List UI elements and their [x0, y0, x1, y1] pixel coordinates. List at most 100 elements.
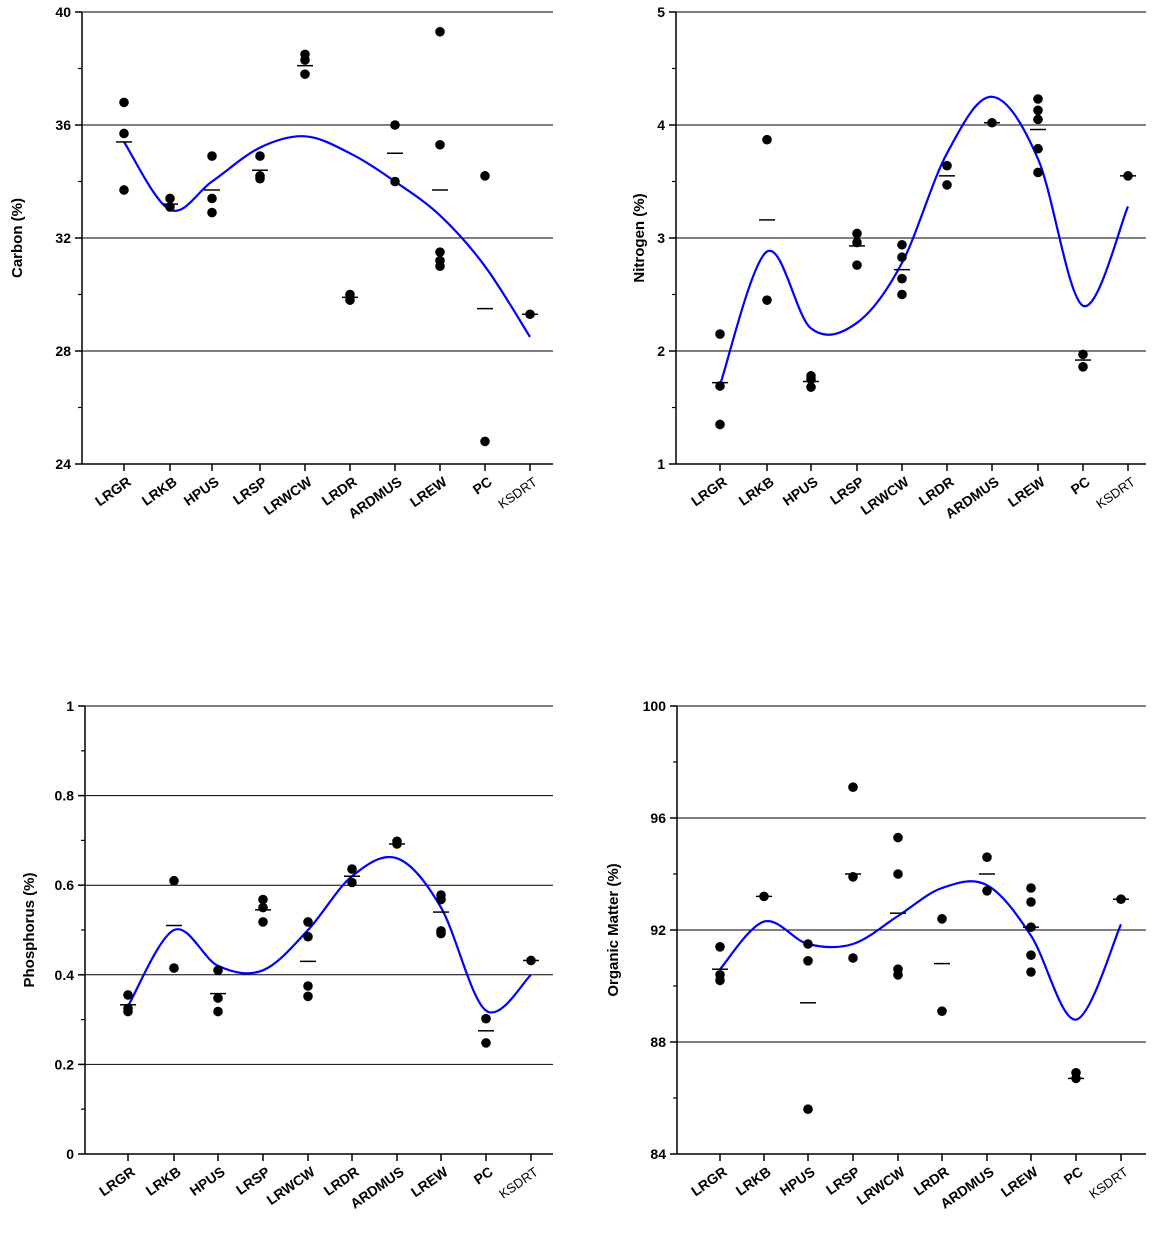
- trend-line: [127, 855, 532, 1014]
- data-point: [762, 134, 772, 145]
- y-axis-title: Carbon (%): [9, 198, 26, 278]
- data-point: [300, 55, 310, 65]
- chart-panel-4: 84 88 92 96 100 Organic Matter (%) LRGR LRKB HPU…: [605, 698, 1146, 1212]
- x-tick-label: HPUS: [777, 1163, 818, 1198]
- data-point: [119, 185, 129, 195]
- x-tick-label: LRKB: [143, 1163, 184, 1198]
- y-tick-label: 1: [657, 456, 665, 472]
- y-tick-label: 0.8: [55, 788, 75, 804]
- data-point: [347, 864, 357, 874]
- x-tick-label: LREW: [1005, 473, 1049, 510]
- x-tick-label: LRGR: [96, 1163, 138, 1199]
- data-point: [258, 902, 268, 913]
- y-tick-label: 0.6: [55, 877, 75, 893]
- data-point: [1078, 349, 1088, 360]
- y-tick-label: 96: [650, 810, 666, 826]
- x-tick-label: LREW: [408, 1163, 452, 1200]
- trend-line: [719, 880, 1122, 1021]
- x-tick-label: KSDRT: [1093, 474, 1138, 511]
- data-point: [303, 917, 313, 927]
- y-tick-label: 0.4: [55, 967, 75, 983]
- x-tick-label: LREW: [407, 473, 451, 510]
- data-point: [897, 239, 907, 250]
- y-tick-label: 0: [66, 1146, 74, 1162]
- data-point: [848, 953, 858, 963]
- data-point: [390, 176, 400, 187]
- y-tick-label: 100: [643, 698, 667, 714]
- x-tick-label: KSDRT: [495, 474, 540, 511]
- data-point: [803, 1104, 813, 1114]
- x-tick-label: PC: [470, 473, 495, 497]
- x-tick-label: LRGR: [688, 1163, 730, 1199]
- data-point: [715, 419, 725, 430]
- data-point: [715, 329, 725, 339]
- y-tick-label: 36: [55, 117, 71, 133]
- data-point: [715, 942, 725, 952]
- data-point: [123, 1006, 133, 1017]
- data-point: [715, 975, 725, 986]
- data-point: [893, 869, 903, 879]
- data-point: [169, 875, 179, 886]
- data-point: [982, 886, 992, 896]
- data-point: [213, 993, 223, 1003]
- data-point: [1026, 950, 1036, 960]
- y-axis-title: Nitrogen (%): [631, 193, 648, 282]
- data-point: [942, 160, 952, 171]
- x-tick-label: LRWCW: [854, 1163, 909, 1208]
- x-tick-label: LRWCW: [858, 473, 913, 518]
- x-tick-label: PC: [1061, 1163, 1086, 1187]
- x-tick-label: KSDRT: [1086, 1164, 1131, 1201]
- data-point: [255, 173, 265, 184]
- data-point: [1033, 143, 1043, 154]
- data-point: [207, 207, 217, 218]
- data-point: [123, 990, 133, 1000]
- data-point: [119, 97, 129, 108]
- y-tick-label: 5: [657, 4, 665, 20]
- data-point: [213, 965, 223, 976]
- x-tick-label: HPUS: [181, 473, 222, 508]
- data-point: [435, 26, 445, 37]
- data-point: [803, 939, 813, 949]
- x-tick-label: LRGR: [92, 473, 134, 509]
- x-tick-label: PC: [471, 1163, 496, 1187]
- data-point: [937, 914, 947, 924]
- data-point: [852, 237, 862, 248]
- y-tick-label: 2: [657, 343, 665, 359]
- y-tick-label: 4: [657, 117, 665, 133]
- y-tick-label: 32: [55, 230, 71, 246]
- data-point: [435, 261, 445, 272]
- data-point: [1033, 94, 1043, 104]
- y-tick-label: 28: [55, 343, 71, 359]
- data-point: [255, 151, 265, 161]
- y-tick-label: 3: [657, 230, 665, 246]
- data-point: [481, 1038, 491, 1048]
- data-point: [1033, 114, 1043, 125]
- data-point: [852, 260, 862, 270]
- data-point: [806, 382, 816, 392]
- y-tick-label: 40: [55, 4, 71, 20]
- data-point: [213, 1006, 223, 1017]
- y-axis-title: Phosphorus (%): [21, 872, 38, 987]
- y-axis-title: Organic Matter (%): [605, 863, 622, 996]
- trend-line: [123, 135, 531, 338]
- data-point: [303, 931, 313, 942]
- y-tick-label: 0.2: [55, 1056, 75, 1072]
- data-point: [303, 981, 313, 991]
- data-point: [436, 894, 446, 905]
- x-tick-label: LRKB: [736, 473, 777, 508]
- y-tick-label: 88: [650, 1034, 666, 1050]
- data-point: [435, 139, 445, 150]
- data-point: [982, 852, 992, 862]
- data-point: [300, 69, 310, 79]
- data-point: [893, 970, 903, 980]
- x-tick-label: PC: [1068, 473, 1093, 497]
- data-point: [848, 782, 858, 792]
- x-tick-label: LRGR: [688, 473, 730, 509]
- data-point: [119, 128, 129, 139]
- x-tick-label: HPUS: [187, 1163, 228, 1198]
- y-tick-label: 92: [650, 922, 666, 938]
- data-point: [803, 956, 813, 966]
- data-point: [1033, 167, 1043, 178]
